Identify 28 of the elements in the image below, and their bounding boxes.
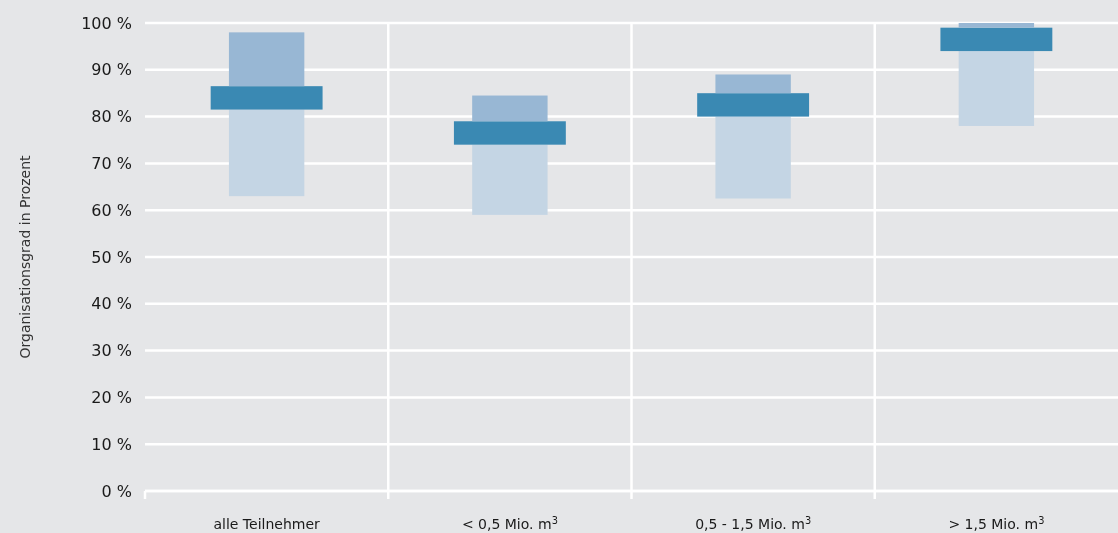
bar [715,74,791,94]
y-tick-label: 20 % [91,388,132,407]
x-tick-label: > 1,5 Mio. m$^{3}$ [948,514,1045,532]
bar [228,32,305,87]
y-tick-label: 90 % [91,60,132,80]
bar [940,27,1053,52]
y-tick-label: 80 % [91,107,132,127]
x-tick-label: 0,5 - 1,5 Mio. m$^{3}$ [695,514,812,532]
x-tick-label: alle Teilnehmer [213,516,321,532]
bar [472,95,548,122]
x-tick-label: < 0,5 Mio. m$^{3}$ [461,514,558,532]
y-tick-label: 60 % [91,200,132,220]
bar [715,116,791,199]
y-tick-label: 0 % [101,481,132,501]
y-axis-title: Organisationsgrad in Prozent [17,154,33,359]
y-tick-label: 70 % [91,154,132,173]
bar [697,93,810,117]
y-tick-label: 50 % [91,247,132,267]
bar [958,23,1035,28]
bar [210,86,323,110]
bar [472,144,548,215]
y-tick-label: 100 % [81,13,132,33]
bar [228,109,305,197]
bar [453,121,566,145]
y-tick-label: 30 % [91,341,132,361]
bar [958,51,1035,126]
y-tick-label: 40 % [91,294,132,314]
y-tick-label: 10 % [91,434,132,454]
